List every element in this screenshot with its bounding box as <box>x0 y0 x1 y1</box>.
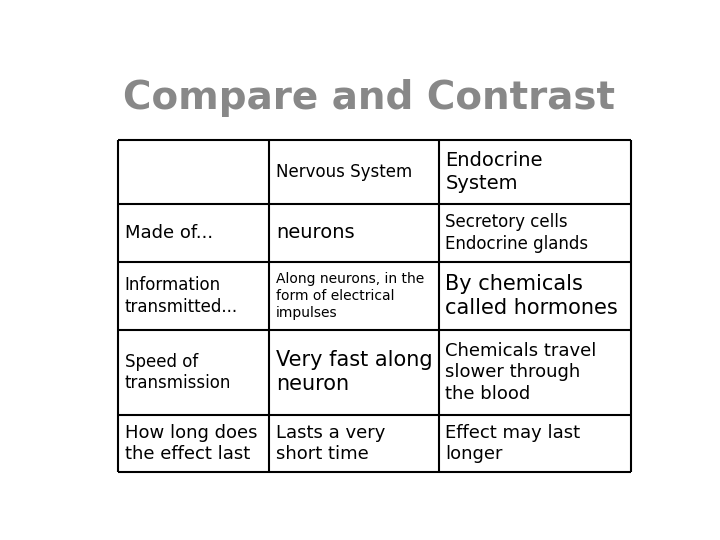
Text: Made of...: Made of... <box>125 224 212 242</box>
Text: Very fast along
neuron: Very fast along neuron <box>276 350 433 395</box>
Text: Nervous System: Nervous System <box>276 163 413 181</box>
Text: How long does
the effect last: How long does the effect last <box>125 424 257 463</box>
Text: neurons: neurons <box>276 224 355 242</box>
Text: Speed of
transmission: Speed of transmission <box>125 353 231 392</box>
Text: Effect may last
longer: Effect may last longer <box>446 424 580 463</box>
Text: By chemicals
called hormones: By chemicals called hormones <box>446 274 618 318</box>
Text: Lasts a very
short time: Lasts a very short time <box>276 424 385 463</box>
Text: Information
transmitted...: Information transmitted... <box>125 276 238 315</box>
Text: Chemicals travel
slower through
the blood: Chemicals travel slower through the bloo… <box>446 342 597 403</box>
Text: Compare and Contrast: Compare and Contrast <box>123 79 615 117</box>
Text: Endocrine
System: Endocrine System <box>446 151 543 193</box>
Text: Along neurons, in the
form of electrical
impulses: Along neurons, in the form of electrical… <box>276 272 424 320</box>
Text: Secretory cells
Endocrine glands: Secretory cells Endocrine glands <box>446 213 588 253</box>
